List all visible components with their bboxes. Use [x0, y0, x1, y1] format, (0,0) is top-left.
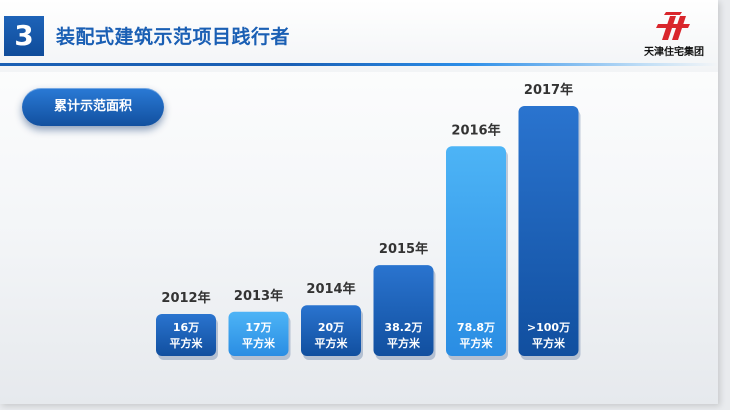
logo-text: 天津住宅集团: [644, 47, 704, 58]
bar: [301, 305, 361, 356]
value-label: 16万: [173, 321, 199, 334]
bar: [156, 314, 216, 356]
year-label: 2013年: [234, 288, 283, 304]
year-label: 2017年: [524, 82, 573, 98]
year-label: 2015年: [379, 241, 428, 257]
year-label: 2014年: [306, 281, 355, 297]
cumulative-area-pill: 累计示范面积: [22, 88, 164, 126]
bar: [446, 146, 506, 356]
bar: [373, 265, 434, 356]
value-label: >100万: [527, 321, 570, 334]
unit-label: 平方米: [315, 336, 349, 350]
year-label: 2012年: [161, 290, 210, 306]
title-underline: [0, 63, 718, 66]
unit-label: 平方米: [460, 336, 494, 350]
value-label: 38.2万: [384, 321, 422, 334]
value-label: 78.8万: [457, 321, 495, 334]
unit-label: 平方米: [532, 336, 566, 350]
logo-mark-icon: [656, 12, 690, 40]
slide: 3 装配式建筑示范项目践行者 天津住宅集团 累计示范面积 2012年 16万平方米…: [0, 0, 718, 404]
unit-label: 平方米: [387, 336, 421, 350]
year-label: 2016年: [451, 122, 500, 138]
unit-label: 平方米: [170, 336, 204, 350]
value-label: 20万: [318, 321, 344, 334]
bar: [518, 106, 579, 356]
unit-label: 平方米: [242, 336, 276, 350]
header-band: [0, 0, 718, 72]
bar: [228, 311, 289, 356]
value-label: 17万: [245, 321, 271, 334]
company-logo: 天津住宅集团: [640, 12, 708, 58]
page-title: 装配式建筑示范项目践行者: [56, 26, 291, 48]
section-number: 3: [4, 16, 44, 56]
